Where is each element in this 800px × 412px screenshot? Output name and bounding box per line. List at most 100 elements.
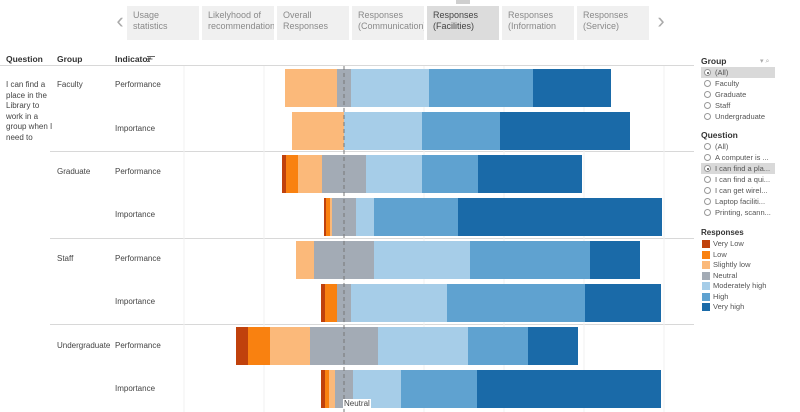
legend-item[interactable]: Very high [701,301,744,312]
bar-segment-very-high[interactable] [590,241,640,279]
bar-segment-slightly-low[interactable] [330,198,332,236]
bar-segment-neutral[interactable] [337,284,351,322]
bar-segment-very-low[interactable] [321,284,325,322]
bar-segment-neutral[interactable] [314,241,374,279]
bar-segment-very-low[interactable] [324,198,326,236]
radio-icon[interactable] [704,91,711,98]
bar-segment-high[interactable] [468,327,528,365]
bar-segment-slightly-low[interactable] [298,155,322,193]
responses-legend-title: Responses [701,228,744,237]
legend-item[interactable]: Slightly low [701,259,751,270]
bar-segment-very-high[interactable] [585,284,661,322]
group-filter-option-label: Graduate [715,90,747,99]
bar-segment-very-high[interactable] [533,69,611,107]
group-filter-option[interactable]: Faculty [701,78,775,89]
bar-segment-slightly-low[interactable] [285,69,337,107]
question-filter-option[interactable]: A computer is ... [701,152,775,163]
bar-segment-slightly-low[interactable] [296,241,314,279]
question-filter-option[interactable]: I can find a qui... [701,174,775,185]
question-filter-option[interactable]: (All) [701,141,775,152]
tab-likelyhood-of-recommendation[interactable]: Likelyhood of recommendation [202,6,274,40]
radio-icon[interactable] [704,154,711,161]
group-divider [50,151,694,152]
active-tab-pointer [456,0,470,4]
bar-segment-low[interactable] [325,370,329,408]
bar-segment-high[interactable] [447,284,585,322]
radio-icon[interactable] [704,102,711,109]
question-filter-option[interactable]: Printing, scann... [701,207,775,218]
bar-segment-low[interactable] [286,155,298,193]
chevron-right-icon[interactable]: › [657,8,665,33]
bar-segment-very-high[interactable] [500,112,630,150]
bar-segment-high[interactable] [422,112,500,150]
bar-segment-high[interactable] [374,198,458,236]
question-filter-option[interactable]: I can get wirel... [701,185,775,196]
bar-segment-slightly-low[interactable] [270,327,310,365]
bar-segment-moderately-high[interactable] [344,112,422,150]
bar-segment-very-high[interactable] [458,198,662,236]
radio-icon[interactable] [704,176,711,183]
bar-segment-moderately-high[interactable] [366,155,422,193]
bar-segment-very-high[interactable] [478,155,582,193]
radio-icon[interactable] [704,80,711,87]
group-filter-option-label: Faculty [715,79,740,88]
legend-item[interactable]: Low [701,249,727,260]
chevron-left-icon[interactable]: ‹ [116,8,124,33]
question-filter-option-label: I can get wirel... [715,186,768,195]
bar-segment-very-low[interactable] [236,327,248,365]
filter-tools-icon[interactable]: ▾ ⌕ [760,58,770,65]
bar-segment-low[interactable] [325,284,337,322]
group-filter-option[interactable]: Staff [701,100,775,111]
tab-responses-information[interactable]: Responses (Information [502,6,574,40]
group-filter-option[interactable]: (All) [701,67,775,78]
bar-segment-very-low[interactable] [321,370,325,408]
radio-icon[interactable] [704,198,711,205]
radio-icon[interactable] [704,187,711,194]
tab-responses-service[interactable]: Responses (Service) [577,6,649,40]
bar-segment-moderately-high[interactable] [374,241,470,279]
tab-overall-responses[interactable]: Overall Responses [277,6,349,40]
indicator-label: Importance [115,124,156,133]
radio-icon[interactable] [704,143,711,150]
question-filter-option[interactable]: Laptop faciliti... [701,196,775,207]
group-filter-option[interactable]: Graduate [701,89,775,100]
sort-icon[interactable] [147,55,155,63]
question-filter-option-label: (All) [715,142,729,151]
radio-icon[interactable] [704,165,711,172]
bar-segment-very-high[interactable] [477,370,661,408]
indicator-label: Performance [115,167,161,176]
legend-item[interactable]: High [701,291,728,302]
bar-segment-high[interactable] [470,241,590,279]
bar-segment-moderately-high[interactable] [378,327,468,365]
bar-segment-low[interactable] [248,327,270,365]
legend-label: Very high [713,302,745,311]
legend-item[interactable]: Very Low [701,238,744,249]
legend-item[interactable]: Neutral [701,270,737,281]
bar-segment-high[interactable] [401,370,477,408]
bar-segment-high[interactable] [429,69,533,107]
neutral-reference-label: Neutral [343,399,371,408]
tab-usage-statistics[interactable]: Usage statistics [127,6,199,40]
tab-responses-facilities[interactable]: Responses (Facilities) [427,6,499,40]
bar-segment-high[interactable] [422,155,478,193]
indicator-column-header[interactable]: Indicator [115,54,151,64]
bar-segment-slightly-low[interactable] [329,370,335,408]
radio-icon[interactable] [704,209,711,216]
bar-segment-low[interactable] [326,198,330,236]
tab-responses-communication[interactable]: Responses (Communication) [352,6,424,40]
bar-segment-moderately-high[interactable] [351,69,429,107]
question-filter-option[interactable]: I can find a pla... [701,163,775,174]
group-filter-option[interactable]: Undergraduate [701,111,775,122]
legend-label: Low [713,249,727,259]
radio-icon[interactable] [704,69,711,76]
bar-segment-very-high[interactable] [528,327,578,365]
question-column-header: Question [6,54,43,64]
legend-label: Moderately high [713,281,767,290]
bar-segment-slightly-low[interactable] [292,112,344,150]
radio-icon[interactable] [704,113,711,120]
legend-label: Neutral [713,270,738,280]
bar-segment-very-low[interactable] [282,155,286,193]
bar-segment-moderately-high[interactable] [356,198,374,236]
legend-item[interactable]: Moderately high [701,280,766,291]
bar-segment-moderately-high[interactable] [351,284,447,322]
